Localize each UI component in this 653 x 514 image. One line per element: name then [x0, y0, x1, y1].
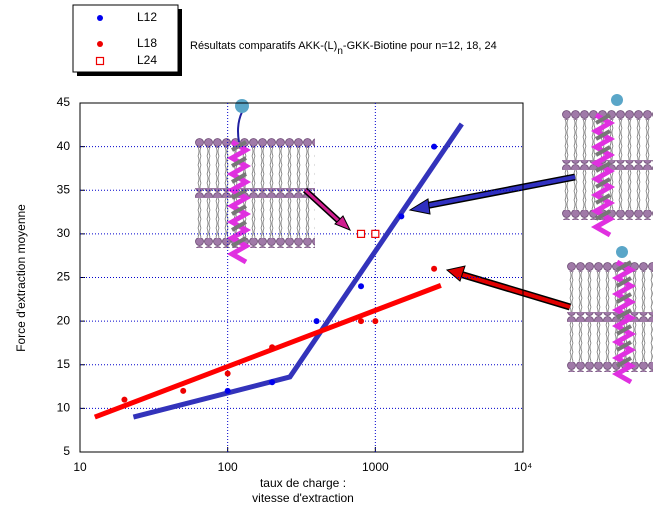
y-tick-label: 40 [57, 139, 71, 153]
y-tick-label: 15 [57, 357, 71, 371]
illustration-membrane [195, 99, 315, 262]
title-part: Résultats comparatifs AKK-(L) [190, 40, 337, 52]
y-tick-label: 45 [57, 95, 71, 109]
y-tick-label: 30 [57, 226, 71, 240]
chart: L12 L18 L24 Résultats comparatifs AKK-(L)n… [0, 0, 653, 509]
chart-title: Résultats comparatifs AKK-(L)n-GKK-Bioti… [190, 40, 497, 57]
data-point [358, 283, 364, 289]
legend-marker [97, 41, 103, 47]
fit-line [95, 285, 441, 417]
data-point [269, 344, 275, 350]
x-tick-label: 10⁴ [514, 460, 533, 474]
illustration-membrane [567, 246, 653, 382]
data-point [358, 318, 364, 324]
data-point [225, 388, 231, 394]
y-axis-label: Force d'extraction moyenne [14, 204, 28, 352]
y-tick-label: 25 [57, 270, 71, 284]
data-point [431, 144, 437, 150]
y-tick-label: 20 [57, 313, 71, 327]
illustration-membrane [562, 94, 653, 235]
y-tick-label: 5 [63, 444, 70, 458]
page: L12 L18 L24 Résultats comparatifs AKK-(L)n… [0, 0, 653, 514]
legend-marker [97, 58, 104, 65]
legend-marker [97, 15, 103, 21]
x-axis-label: taux de charge : [260, 476, 346, 490]
data-point [358, 230, 365, 237]
x-tick-label: 100 [218, 460, 238, 474]
y-tick-label: 35 [57, 182, 71, 196]
y-tick-label: 10 [57, 401, 71, 415]
legend-label: L12 [137, 10, 157, 24]
x-tick-label: 1000 [362, 460, 389, 474]
data-point [372, 318, 378, 324]
data-point [372, 230, 379, 237]
data-point [180, 388, 186, 394]
legend [73, 5, 178, 72]
x-axis-label: vitesse d'extraction [252, 491, 354, 505]
legend-label: L18 [137, 36, 157, 50]
data-point [398, 213, 404, 219]
data-point [225, 370, 231, 376]
title-part: -GKK-Biotine pour n=12, 18, 24 [343, 40, 497, 52]
data-point [431, 266, 437, 272]
data-point [121, 397, 127, 403]
data-point [269, 379, 275, 385]
legend-label: L24 [137, 53, 157, 67]
x-tick-label: 10 [73, 460, 87, 474]
data-point [314, 318, 320, 324]
